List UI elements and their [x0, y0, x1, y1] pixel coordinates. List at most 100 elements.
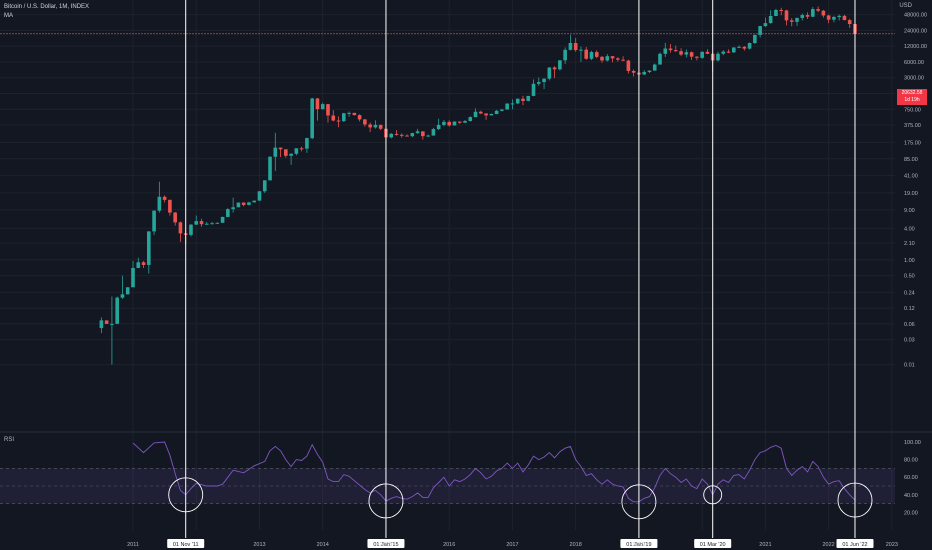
- candle-body: [674, 50, 678, 52]
- grid-lines: [0, 0, 932, 530]
- last-price-countdown: 1d 19h: [904, 97, 920, 103]
- candle-body: [305, 138, 309, 149]
- candle-body: [468, 117, 473, 121]
- last-price-value: 20632.58: [901, 90, 923, 96]
- candle-body: [162, 196, 167, 200]
- rsi-band: [0, 468, 895, 504]
- candle-body: [721, 51, 726, 54]
- time-axis[interactable]: 2011 2013 2014 2015 2016 2017 2018 2019 2021 2022…: [127, 542, 932, 548]
- rsi-polyline: [132, 441, 856, 503]
- candle-body: [563, 49, 567, 61]
- ma-indicator-label[interactable]: MA: [4, 13, 13, 19]
- candle-body: [368, 124, 372, 128]
- candle-body: [378, 124, 383, 129]
- candle-body: [278, 147, 283, 150]
- candlestick-series: [99, 6, 857, 365]
- candle-body: [821, 10, 826, 16]
- marker-circle: [621, 484, 657, 520]
- candle-body: [415, 131, 420, 134]
- candle-body: [252, 200, 257, 203]
- time-tick-label: 2019: [633, 542, 645, 548]
- candle-body: [663, 48, 668, 54]
- candle-body: [331, 115, 336, 121]
- candle-body: [605, 56, 610, 61]
- candle-body: [199, 221, 204, 225]
- marker-circle: [168, 477, 204, 513]
- rsi-axis: 100.00 80.00 60.00 40.00 20.00: [904, 440, 921, 516]
- candle-body: [389, 133, 394, 138]
- price-tick-label: 48000.00: [904, 13, 927, 19]
- candle-body: [768, 16, 773, 24]
- candle-body: [447, 121, 451, 126]
- candle-body: [742, 46, 747, 49]
- time-tick-label: 2014: [317, 542, 329, 548]
- candle-body: [405, 135, 409, 137]
- candle-body: [421, 131, 425, 137]
- rsi-tick-label: 100.00: [904, 440, 921, 446]
- marker-date-label: 01 Nov '11: [173, 542, 199, 548]
- time-tick-label: 2016: [443, 542, 455, 548]
- candle-body: [357, 115, 362, 120]
- candle-body: [700, 51, 704, 58]
- time-tick-label: 2018: [570, 542, 582, 548]
- candle-body: [110, 323, 114, 325]
- candle-body: [500, 109, 504, 111]
- price-tick-label: 750.00: [904, 107, 921, 113]
- candle-body: [668, 48, 673, 51]
- candle-body: [241, 202, 246, 205]
- candle-body: [204, 223, 209, 225]
- time-tick-label: 2023: [886, 542, 898, 548]
- marker-date-box: [620, 539, 658, 548]
- price-tick-label: 9.00: [904, 208, 915, 214]
- marker-date-label: 01 Jan '15: [373, 542, 398, 548]
- rsi-indicator-label[interactable]: RSI: [4, 437, 15, 443]
- candle-body: [689, 52, 694, 57]
- candle-body: [141, 262, 146, 265]
- candle-body: [837, 15, 841, 18]
- candle-body: [573, 42, 578, 51]
- marker-date-box: [367, 539, 405, 548]
- candle-body: [579, 49, 583, 51]
- price-tick-label: 2.10: [904, 241, 915, 247]
- candle-body: [173, 212, 177, 223]
- candle-body: [178, 222, 183, 234]
- price-tick-label: 0.24: [904, 290, 915, 296]
- rsi-line: [132, 441, 856, 503]
- candle-body: [816, 9, 820, 11]
- marker-circle: [703, 485, 723, 505]
- candle-body: [299, 148, 304, 150]
- candle-body: [115, 297, 119, 324]
- price-axis[interactable]: 48000.0024000.0012000.006000.003000.0015…: [904, 13, 927, 369]
- candle-body: [789, 20, 794, 22]
- candle-body: [226, 209, 230, 217]
- price-tick-label: 19.00: [904, 191, 918, 197]
- candle-body: [315, 98, 320, 110]
- candle-body: [731, 47, 736, 53]
- price-tick-label: 12000.00: [904, 44, 927, 50]
- price-tick-label: 85.00: [904, 157, 918, 163]
- candle-body: [558, 60, 562, 70]
- candle-body: [811, 9, 815, 17]
- candle-body: [658, 53, 662, 65]
- candle-body: [336, 120, 341, 122]
- candle-body: [494, 110, 499, 114]
- rsi-tick-label: 20.00: [904, 510, 918, 516]
- candle-body: [147, 231, 151, 265]
- candle-body: [352, 112, 357, 116]
- candle-body: [289, 153, 293, 156]
- candle-body: [320, 104, 325, 110]
- price-tick-label: 0.12: [904, 306, 915, 312]
- price-tick-label: 375.00: [904, 123, 921, 129]
- price-tick-label: 175.00: [904, 140, 921, 146]
- candle-body: [795, 17, 799, 22]
- price-tick-label: 41.00: [904, 173, 918, 179]
- candle-body: [457, 121, 462, 123]
- candle-body: [642, 72, 646, 75]
- candle-body: [436, 124, 441, 130]
- candle-body: [426, 135, 430, 137]
- candle-body: [695, 56, 699, 58]
- rsi-tick-label: 80.00: [904, 458, 918, 464]
- candle-body: [763, 23, 768, 27]
- rsi-tick-label: 60.00: [904, 475, 918, 481]
